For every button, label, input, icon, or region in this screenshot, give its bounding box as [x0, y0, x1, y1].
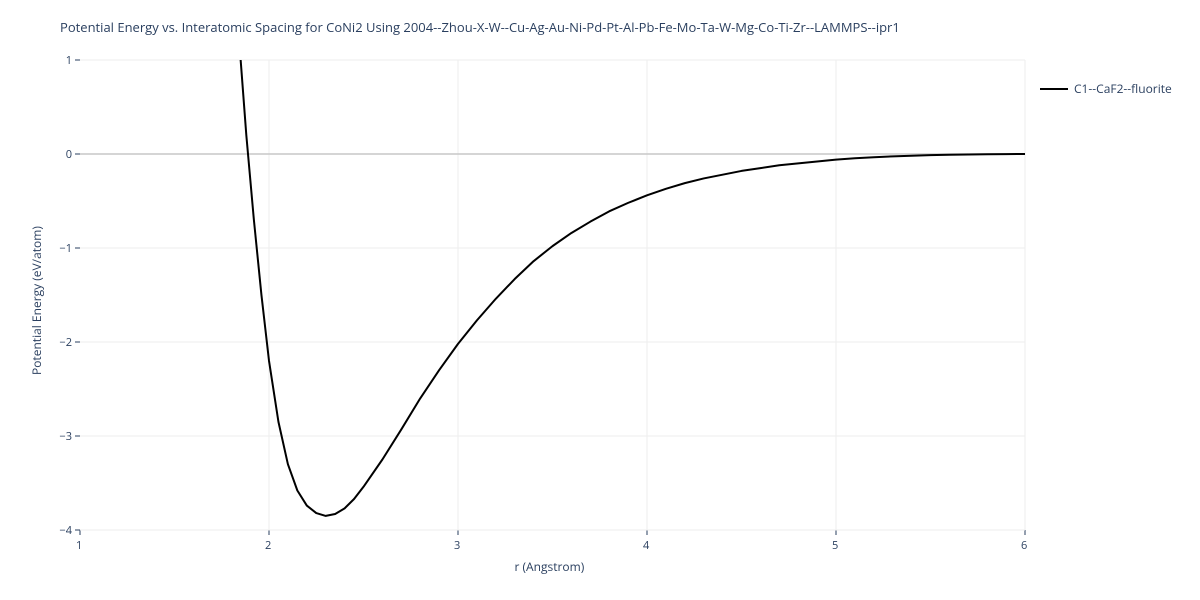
y-tick-label: −4	[54, 523, 72, 538]
x-tick-label: 2	[265, 538, 271, 553]
y-axis-label: Potential Energy (eV/atom)	[28, 226, 45, 375]
y-tick-label: −2	[54, 335, 72, 350]
x-axis-label: r (Angstrom)	[515, 558, 585, 575]
legend-line-icon	[1040, 88, 1068, 90]
legend-label: C1--CaF2--fluorite	[1074, 80, 1172, 97]
chart-container: Potential Energy vs. Interatomic Spacing…	[0, 0, 1200, 600]
x-tick-label: 5	[832, 538, 838, 553]
x-tick-label: 1	[76, 538, 82, 553]
chart-title: Potential Energy vs. Interatomic Spacing…	[60, 18, 900, 36]
plot-svg	[50, 50, 1055, 560]
y-tick-label: 0	[60, 147, 72, 162]
x-tick-label: 6	[1021, 538, 1027, 553]
y-tick-label: −3	[54, 429, 72, 444]
x-tick-label: 3	[454, 538, 460, 553]
legend: C1--CaF2--fluorite	[1040, 80, 1172, 97]
x-tick-label: 4	[643, 538, 649, 553]
y-tick-label: −1	[54, 241, 72, 256]
y-tick-label: 1	[60, 53, 72, 68]
